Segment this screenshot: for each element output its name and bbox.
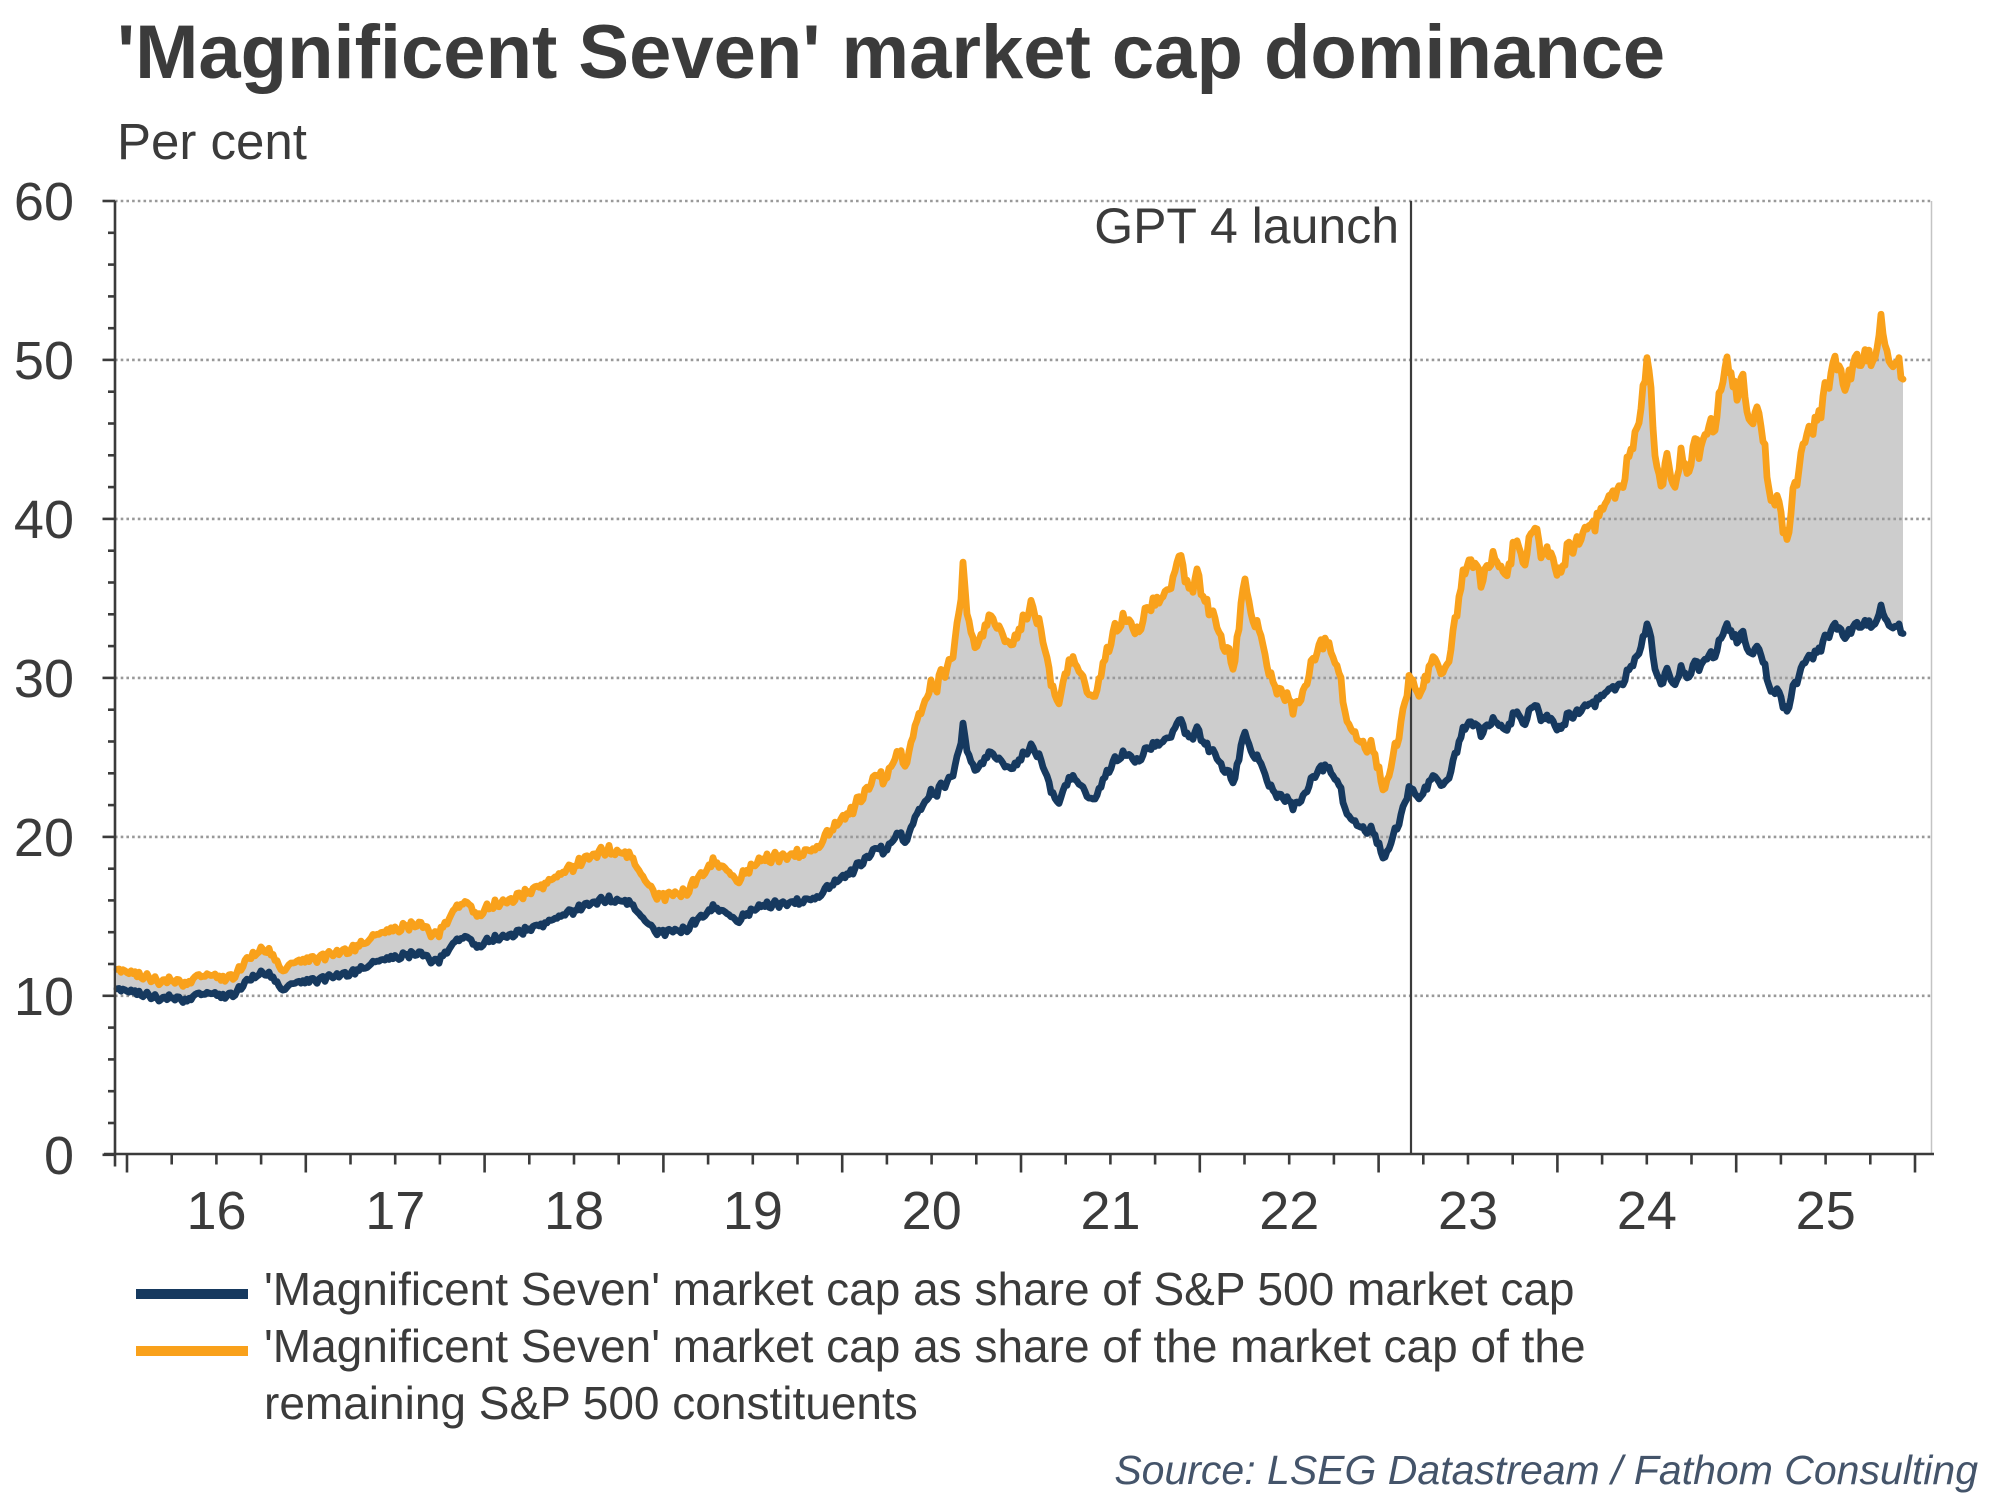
svg-text:21: 21: [1080, 1181, 1140, 1241]
svg-text:19: 19: [723, 1181, 783, 1241]
svg-text:16: 16: [186, 1181, 246, 1241]
svg-text:20: 20: [14, 808, 74, 868]
svg-text:Per cent: Per cent: [117, 113, 307, 170]
svg-text:17: 17: [365, 1181, 425, 1241]
svg-text:60: 60: [14, 172, 74, 232]
svg-text:25: 25: [1796, 1181, 1856, 1241]
svg-text:50: 50: [14, 331, 74, 391]
svg-text:remaining S&P 500 constituents: remaining S&P 500 constituents: [264, 1377, 918, 1429]
svg-text:10: 10: [14, 967, 74, 1027]
svg-text:30: 30: [14, 649, 74, 709]
svg-text:40: 40: [14, 490, 74, 550]
svg-text:20: 20: [902, 1181, 962, 1241]
svg-text:'Magnificent Seven' market cap: 'Magnificent Seven' market cap dominance: [117, 10, 1665, 95]
svg-text:18: 18: [544, 1181, 604, 1241]
svg-text:'Magnificent Seven' market cap: 'Magnificent Seven' market cap as share …: [264, 1320, 1586, 1372]
svg-text:'Magnificent Seven' market cap: 'Magnificent Seven' market cap as share …: [264, 1263, 1575, 1315]
svg-text:Source: LSEG Datastream / Fath: Source: LSEG Datastream / Fathom Consult…: [1114, 1447, 1978, 1493]
svg-text:23: 23: [1438, 1181, 1498, 1241]
svg-text:22: 22: [1259, 1181, 1319, 1241]
svg-text:24: 24: [1617, 1181, 1677, 1241]
svg-text:GPT 4 launch: GPT 4 launch: [1094, 198, 1399, 254]
svg-text:0: 0: [44, 1126, 74, 1186]
